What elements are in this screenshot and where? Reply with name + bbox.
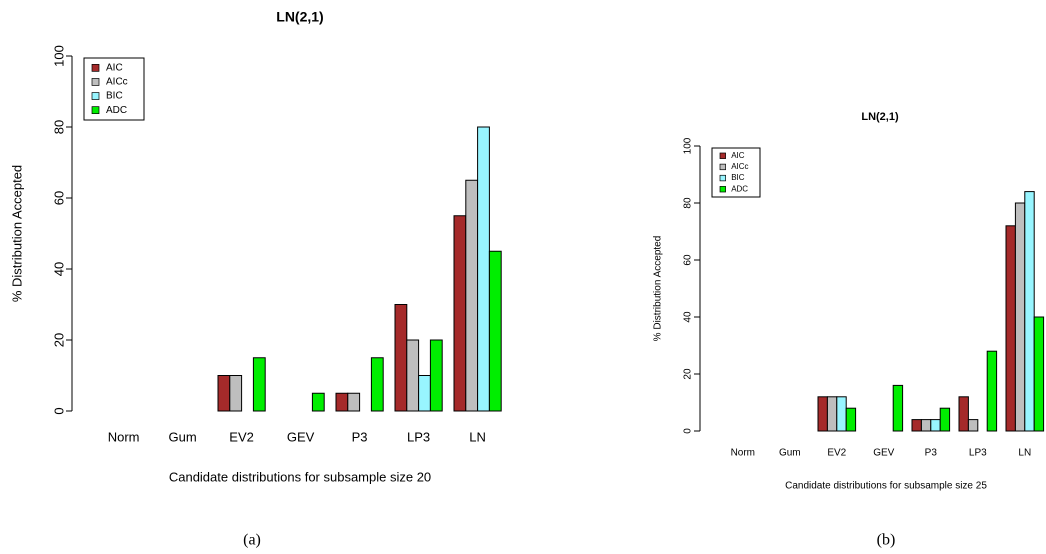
bar — [229, 375, 243, 412]
legend-label: AIC — [106, 63, 123, 74]
bar — [1033, 316, 1045, 432]
legend-label: ADC — [106, 105, 127, 116]
bar — [967, 419, 979, 432]
bar — [920, 419, 932, 432]
bar — [986, 350, 998, 432]
legend-label: AICc — [106, 77, 128, 88]
bar — [836, 396, 847, 432]
bar — [939, 407, 951, 432]
legend-swatch — [719, 186, 726, 193]
legend-label: AICc — [731, 162, 748, 171]
x-tick-label: P3 — [925, 448, 938, 459]
x-tick-label: LP3 — [407, 429, 430, 444]
legend-swatch — [91, 78, 100, 86]
x-tick-label: LN — [469, 429, 486, 444]
legend-label: BIC — [106, 91, 123, 102]
legend-swatch — [719, 163, 726, 171]
y-tick-label: 60 — [683, 254, 694, 266]
legend-label: BIC — [731, 173, 745, 182]
x-axis-label: Candidate distributions for subsample si… — [785, 481, 987, 492]
x-tick-label: Gum — [169, 429, 197, 444]
y-axis-label: % Distribution Accepted — [653, 236, 664, 342]
legend-swatch — [719, 174, 726, 182]
bar — [429, 339, 443, 412]
bar — [335, 392, 349, 412]
legend-label: ADC — [731, 184, 748, 193]
bar — [958, 396, 969, 432]
x-tick-label: Gum — [779, 448, 801, 459]
y-axis-label: % Distribution Accepted — [9, 165, 24, 302]
bar — [465, 179, 479, 412]
x-tick-label: LP3 — [969, 448, 987, 459]
bar — [817, 396, 828, 432]
x-tick-label: Norm — [108, 429, 140, 444]
y-tick-label: 40 — [51, 262, 66, 276]
y-tick-label: 20 — [51, 333, 66, 347]
x-tick-label: EV2 — [827, 448, 846, 459]
x-axis-label: Candidate distributions for subsample si… — [169, 469, 431, 484]
bar — [845, 407, 857, 432]
x-tick-label: EV2 — [229, 429, 254, 444]
y-tick-label: 60 — [51, 191, 66, 205]
bar — [453, 215, 467, 412]
y-tick-label: 0 — [51, 407, 66, 414]
bar — [418, 375, 431, 412]
y-tick-label: 80 — [683, 197, 694, 209]
bar — [930, 419, 941, 432]
bar — [370, 357, 384, 412]
bar — [911, 419, 922, 432]
x-tick-label: Norm — [731, 448, 755, 459]
caption: (a) — [243, 532, 261, 549]
caption: (b) — [877, 532, 896, 549]
bar — [488, 250, 502, 412]
y-tick-label: 80 — [51, 120, 66, 134]
x-tick-label: GEV — [873, 448, 894, 459]
bar — [406, 339, 420, 412]
legend-swatch — [91, 92, 100, 100]
x-tick-label: GEV — [287, 429, 315, 444]
bar — [347, 392, 361, 412]
y-tick-label: 100 — [683, 137, 694, 154]
y-tick-label: 0 — [683, 428, 694, 434]
legend-box — [711, 147, 761, 198]
legend-swatch — [719, 152, 726, 159]
legend-swatch — [91, 64, 100, 72]
x-tick-label: P3 — [352, 429, 368, 444]
bar — [892, 384, 904, 432]
bar — [826, 396, 838, 432]
bar — [311, 392, 325, 412]
bar — [1005, 225, 1016, 432]
y-tick-label: 100 — [51, 45, 66, 67]
chart-title: LN(2,1) — [276, 9, 323, 25]
bar — [394, 304, 408, 412]
bar — [477, 126, 490, 412]
bar — [1024, 191, 1035, 432]
bar — [217, 375, 231, 412]
chart-title: LN(2,1) — [861, 111, 899, 123]
legend-label: AIC — [731, 151, 745, 160]
legend-swatch — [91, 106, 100, 114]
x-tick-label: LN — [1018, 448, 1031, 459]
bar — [1014, 202, 1026, 432]
y-tick-label: 40 — [683, 311, 694, 323]
bar — [252, 357, 266, 412]
y-tick-label: 20 — [683, 368, 694, 380]
